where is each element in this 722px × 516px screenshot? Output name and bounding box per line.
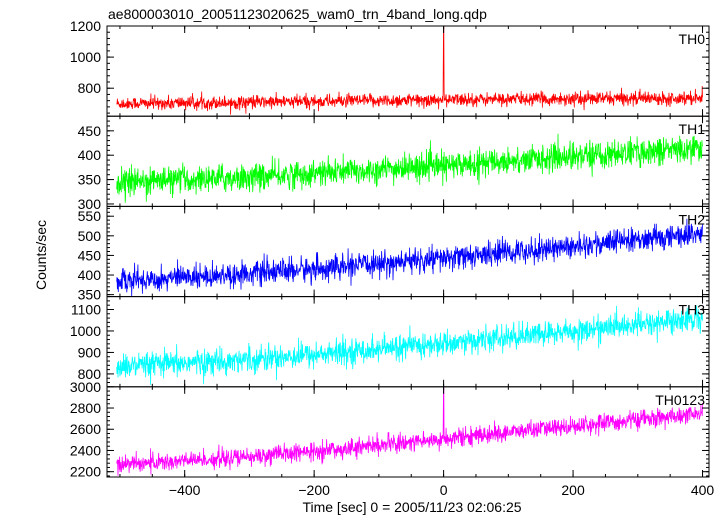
panel-label-th3: TH3	[679, 302, 706, 318]
panel-th0123: 2200 2400 2600 2800 3000 TH0123	[70, 379, 710, 480]
y-tick-label: 300	[78, 196, 102, 212]
panel-th2: 350 400 450 500 550 TH2	[78, 205, 710, 303]
x-axis: −400 −200 0 200 400	[169, 482, 715, 498]
series-line-th1	[116, 133, 703, 203]
y-tick-label: 2800	[70, 400, 101, 416]
y-tick-label: 3000	[70, 379, 101, 395]
panel-frame	[106, 386, 710, 478]
panel-label-th2: TH2	[679, 211, 706, 227]
y-tick-label: 1100	[71, 301, 101, 317]
x-tick-label: −400	[169, 482, 201, 498]
x-tick-label: 400	[691, 482, 715, 498]
panel-frame	[106, 115, 710, 207]
panel-th1: 300 350 400 450 TH1	[78, 115, 710, 212]
y-tick-label: 900	[78, 344, 102, 360]
y-tick-label: 450	[78, 247, 102, 263]
y-tick-label: 500	[78, 228, 102, 244]
y-axis-title: Counts/sec	[33, 220, 49, 290]
x-tick-label: 200	[561, 482, 585, 498]
panels-group: 800 1000 1200 TH0 300 350 400 450 TH1 350 400 450 50…	[70, 18, 710, 480]
y-tick-label: 400	[78, 147, 102, 163]
panel-th0: 800 1000 1200 TH0	[70, 18, 710, 117]
y-tick-label: 350	[78, 172, 102, 188]
chart-title: ae800003010_20051123020625_wam0_trn_4ban…	[108, 6, 487, 22]
x-axis-title: Time [sec] 0 = 2005/11/23 02:06:25	[302, 499, 521, 515]
panel-label-th0: TH0	[679, 31, 706, 47]
panel-th3: 800 900 1000 1100 TH3	[70, 296, 710, 388]
series-line-th0123	[116, 386, 703, 476]
y-tick-label: 800	[78, 80, 102, 96]
y-tick-label: 1000	[70, 49, 101, 65]
y-tick-label: 2400	[70, 442, 101, 458]
y-tick-label: 1200	[70, 18, 101, 34]
x-tick-label: 0	[440, 482, 448, 498]
y-tick-label: 550	[78, 208, 102, 224]
y-tick-label: 1000	[70, 323, 101, 339]
series-line-th3	[116, 305, 703, 385]
y-tick-label: 800	[78, 366, 102, 382]
series-line-th2	[116, 218, 703, 297]
y-tick-label: 2600	[70, 421, 101, 437]
panel-label-th1: TH1	[679, 121, 706, 137]
y-tick-label: 450	[78, 123, 102, 139]
y-tick-label: 350	[78, 287, 102, 303]
y-tick-label: 2200	[70, 464, 101, 480]
x-tick-label: −200	[298, 482, 330, 498]
y-tick-label: 400	[78, 267, 102, 283]
panel-label-th0123: TH0123	[655, 392, 705, 408]
series-line-th0	[116, 26, 703, 115]
